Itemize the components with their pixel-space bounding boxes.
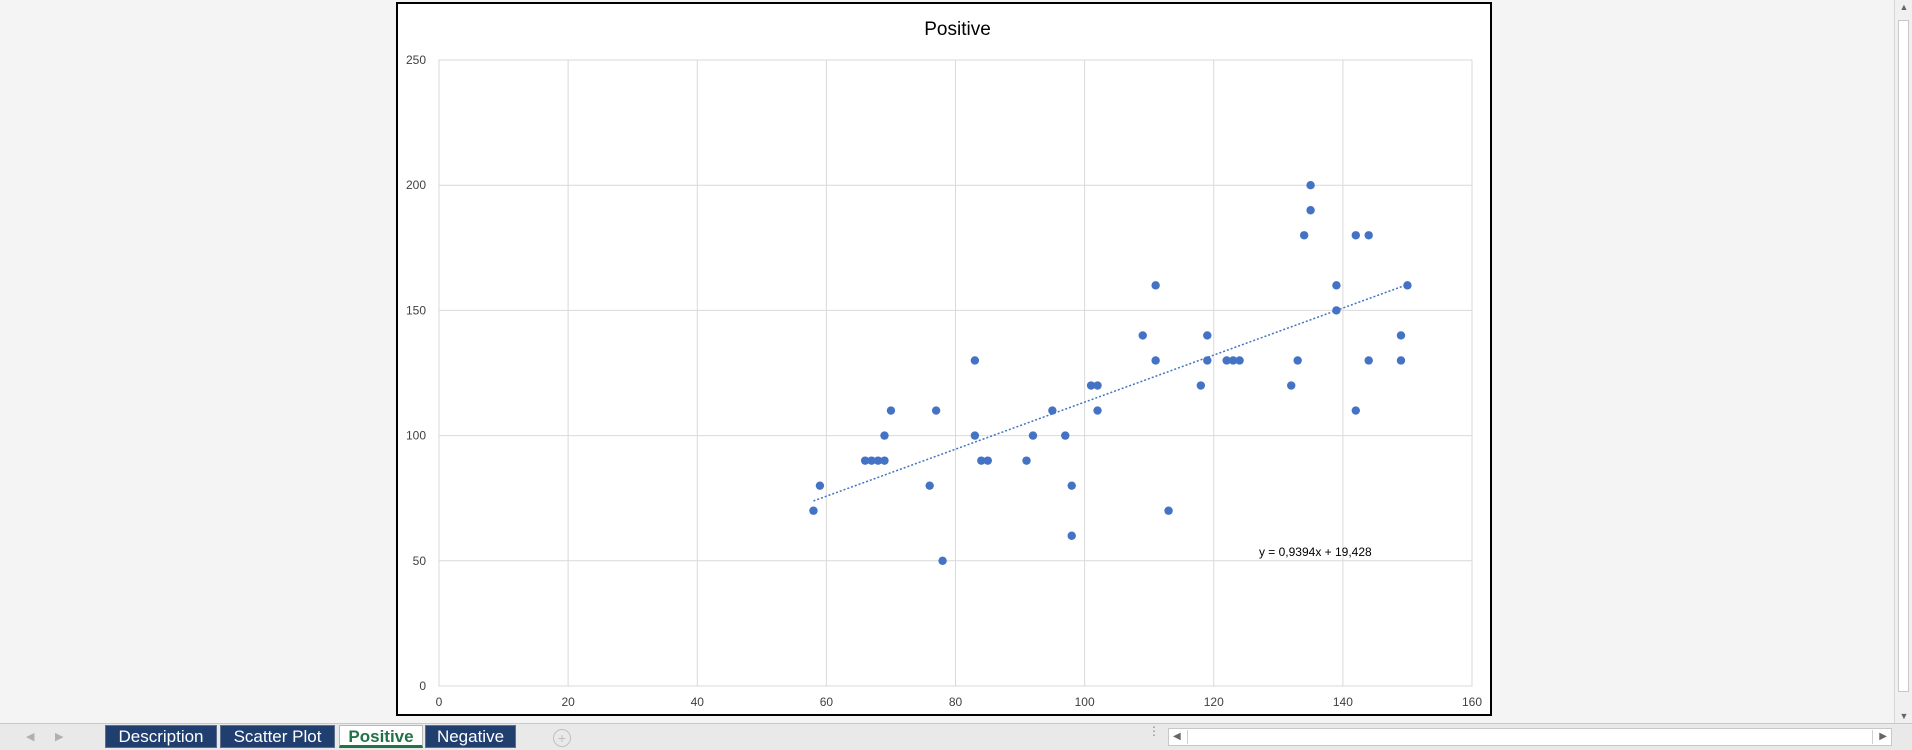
x-tick-label: 20 (561, 695, 575, 709)
y-tick-label: 200 (406, 178, 426, 192)
data-point (1364, 356, 1373, 365)
data-point (1396, 331, 1406, 340)
data-point (1203, 356, 1212, 365)
data-point (1306, 206, 1315, 215)
data-point (1086, 381, 1096, 390)
data-point (1332, 281, 1341, 290)
data-point (1203, 331, 1212, 340)
data-point (1299, 231, 1309, 240)
tab-splitter-handle[interactable]: ⋮ (1148, 724, 1160, 738)
data-point (1067, 481, 1076, 490)
data-point (1403, 281, 1412, 290)
scroll-down-arrow-icon[interactable]: ▼ (1899, 711, 1909, 721)
data-point (1028, 431, 1038, 440)
y-tick-label: 150 (406, 303, 426, 317)
sheet-tab-bar: ◀ ▶ Description Scatter Plot Positive Ne… (0, 723, 1912, 750)
data-point (1138, 331, 1147, 340)
data-point (1364, 231, 1373, 240)
x-tick-label: 40 (691, 695, 705, 709)
scroll-right-arrow-icon[interactable]: ▶ (1879, 731, 1887, 742)
data-point (1287, 381, 1296, 390)
data-point (977, 456, 986, 465)
y-tick-label: 0 (419, 679, 426, 693)
data-point (1222, 356, 1231, 365)
scroll-up-arrow-icon[interactable]: ▲ (1899, 2, 1909, 12)
data-point (1293, 356, 1302, 365)
x-tick-label: 80 (949, 695, 963, 709)
data-point (1067, 531, 1076, 540)
data-point (1332, 306, 1341, 315)
chart-title: Positive (924, 19, 991, 40)
prev-sheet-arrow-icon[interactable]: ◀ (26, 731, 35, 743)
data-point (1093, 381, 1102, 390)
trendline-equation: y = 0,9394x + 19,428 (1259, 545, 1372, 559)
horizontal-scrollbar[interactable]: ◀ ▶ (1168, 728, 1892, 746)
data-point (938, 556, 947, 565)
y-tick-label: 100 (406, 429, 426, 443)
data-point (867, 456, 876, 465)
x-tick-label: 160 (1462, 695, 1482, 709)
data-point (970, 431, 980, 440)
data-point (1351, 406, 1360, 415)
x-tick-label: 140 (1333, 695, 1353, 709)
data-point (1396, 356, 1406, 365)
data-point (1151, 281, 1160, 290)
scatter-chart: 0 20 40 60 80 100 120 140 160 0 50 100 150 200 250 Posi… (406, 19, 1482, 709)
data-point (1196, 381, 1206, 390)
y-tick-label: 50 (413, 554, 427, 568)
data-point (925, 481, 934, 490)
data-point (1061, 431, 1070, 440)
data-point (1048, 406, 1057, 415)
add-sheet-icon[interactable]: + (553, 729, 571, 747)
worksheet-area: 0 20 40 60 80 100 120 140 160 0 50 100 150 200 250 Posi… (396, 2, 1492, 716)
data-point (873, 456, 883, 465)
data-point (860, 456, 870, 465)
data-point (970, 356, 980, 365)
sheet-tab-scatter-plot[interactable]: Scatter Plot (220, 725, 335, 748)
data-point (1164, 506, 1173, 515)
sheet-tab-negative[interactable]: Negative (425, 725, 516, 748)
data-point (809, 506, 818, 515)
data-point (886, 406, 896, 415)
chart-object[interactable]: 0 20 40 60 80 100 120 140 160 0 50 100 150 200 250 Posi… (396, 2, 1492, 716)
data-point (880, 456, 889, 465)
horizontal-scroll-thumb[interactable] (1187, 730, 1873, 744)
data-point (1351, 231, 1360, 240)
data-point (815, 481, 825, 490)
trendline (813, 283, 1408, 502)
data-point (1022, 456, 1031, 465)
sheet-tab-positive[interactable]: Positive (339, 725, 423, 748)
data-point (1306, 181, 1315, 190)
x-tick-label: 100 (1075, 695, 1095, 709)
data-point (1235, 356, 1244, 365)
data-point (880, 431, 889, 440)
data-point (983, 456, 992, 465)
data-point (1228, 356, 1238, 365)
scroll-left-arrow-icon[interactable]: ◀ (1173, 731, 1181, 742)
vertical-scroll-thumb[interactable] (1898, 20, 1909, 692)
sheet-tab-description[interactable]: Description (105, 725, 217, 748)
data-point (931, 406, 941, 415)
vertical-scrollbar[interactable]: ▲ ▼ (1894, 0, 1912, 723)
x-tick-label: 60 (820, 695, 834, 709)
y-tick-label: 250 (406, 53, 426, 67)
next-sheet-arrow-icon[interactable]: ▶ (55, 731, 64, 743)
data-point (1093, 406, 1102, 415)
data-point (1151, 356, 1160, 365)
x-tick-label: 0 (436, 695, 443, 709)
x-tick-label: 120 (1204, 695, 1224, 709)
